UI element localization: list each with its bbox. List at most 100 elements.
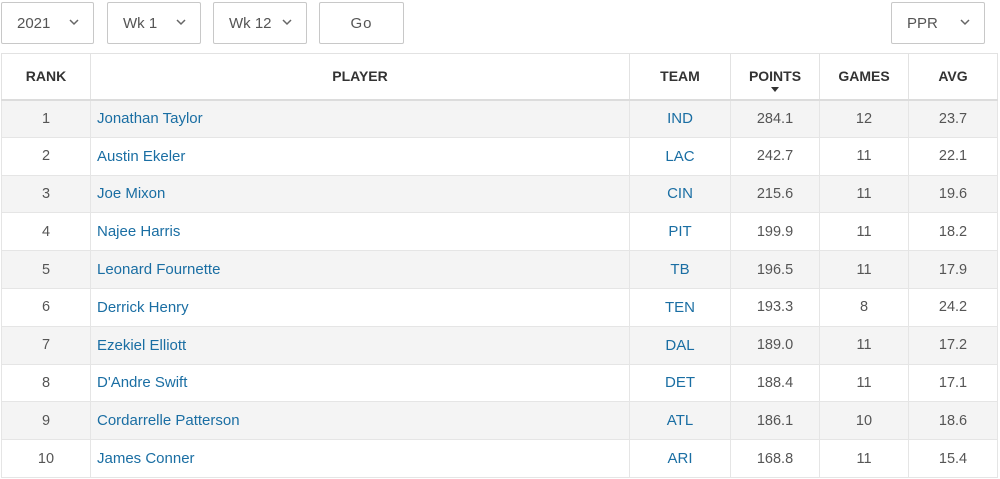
rank-cell: 10 bbox=[1, 439, 91, 478]
team-cell: ATL bbox=[629, 401, 731, 441]
rank-cell: 8 bbox=[1, 363, 91, 403]
team-link[interactable]: DET bbox=[665, 374, 695, 392]
rank-cell: 4 bbox=[1, 212, 91, 252]
team-cell: DAL bbox=[629, 325, 731, 365]
games-cell: 11 bbox=[819, 174, 909, 214]
table-row: 9 Cordarrelle Patterson ATL 186.1 10 18.6 bbox=[1, 401, 998, 441]
start-week-select-value: Wk 1 bbox=[123, 14, 158, 32]
team-cell: DET bbox=[629, 363, 731, 403]
sort-desc-icon bbox=[771, 86, 779, 92]
games-cell: 8 bbox=[819, 287, 909, 327]
team-cell: IND bbox=[629, 99, 731, 138]
games-cell: 11 bbox=[819, 439, 909, 478]
table-row: 10 James Conner ARI 168.8 11 15.4 bbox=[1, 439, 998, 478]
player-cell: James Conner bbox=[90, 439, 630, 478]
player-cell: Cordarrelle Patterson bbox=[90, 401, 630, 441]
avg-cell: 17.2 bbox=[908, 325, 998, 365]
player-link[interactable]: Leonard Fournette bbox=[97, 261, 221, 279]
scoring-select[interactable]: PPR bbox=[891, 2, 985, 44]
rank-cell: 3 bbox=[1, 174, 91, 214]
player-cell: D'Andre Swift bbox=[90, 363, 630, 403]
filter-bar: 2021 Wk 1 Wk 12 Go PPR bbox=[0, 0, 1000, 46]
points-cell: 168.8 bbox=[730, 439, 820, 478]
player-link[interactable]: Cordarrelle Patterson bbox=[97, 412, 240, 430]
column-header-points-label: POINTS bbox=[748, 68, 802, 85]
start-week-select[interactable]: Wk 1 bbox=[107, 2, 201, 44]
team-link[interactable]: IND bbox=[667, 110, 693, 128]
player-cell: Derrick Henry bbox=[90, 287, 630, 327]
avg-cell: 24.2 bbox=[908, 287, 998, 327]
team-cell: ARI bbox=[629, 439, 731, 478]
player-link[interactable]: Jonathan Taylor bbox=[97, 110, 203, 128]
chevron-down-icon bbox=[960, 19, 970, 26]
table-row: 5 Leonard Fournette TB 196.5 11 17.9 bbox=[1, 250, 998, 289]
points-cell: 196.5 bbox=[730, 250, 820, 289]
season-select-value: 2021 bbox=[17, 14, 51, 32]
column-header-games[interactable]: GAMES bbox=[819, 53, 909, 101]
team-link[interactable]: CIN bbox=[667, 185, 693, 203]
rank-cell: 9 bbox=[1, 401, 91, 441]
column-header-rank[interactable]: RANK bbox=[1, 53, 91, 101]
avg-cell: 22.1 bbox=[908, 136, 998, 176]
rank-cell: 7 bbox=[1, 325, 91, 365]
player-link[interactable]: James Conner bbox=[97, 450, 195, 468]
player-cell: Joe Mixon bbox=[90, 174, 630, 214]
points-cell: 284.1 bbox=[730, 99, 820, 138]
points-cell: 188.4 bbox=[730, 363, 820, 403]
team-cell: TB bbox=[629, 250, 731, 289]
column-header-player[interactable]: PLAYER bbox=[90, 53, 630, 101]
points-cell: 189.0 bbox=[730, 325, 820, 365]
team-cell: PIT bbox=[629, 212, 731, 252]
rank-cell: 2 bbox=[1, 136, 91, 176]
points-cell: 186.1 bbox=[730, 401, 820, 441]
games-cell: 10 bbox=[819, 401, 909, 441]
rankings-table: RANK PLAYER TEAM POINTS GAMES AVG 1 Jonat… bbox=[1, 53, 998, 478]
avg-cell: 15.4 bbox=[908, 439, 998, 478]
table-row: 8 D'Andre Swift DET 188.4 11 17.1 bbox=[1, 363, 998, 403]
games-cell: 11 bbox=[819, 325, 909, 365]
table-row: 7 Ezekiel Elliott DAL 189.0 11 17.2 bbox=[1, 325, 998, 365]
column-header-team[interactable]: TEAM bbox=[629, 53, 731, 101]
team-link[interactable]: DAL bbox=[665, 336, 695, 354]
player-cell: Jonathan Taylor bbox=[90, 99, 630, 138]
table-row: 3 Joe Mixon CIN 215.6 11 19.6 bbox=[1, 174, 998, 214]
end-week-select[interactable]: Wk 12 bbox=[213, 2, 307, 44]
table-row: 6 Derrick Henry TEN 193.3 8 24.2 bbox=[1, 287, 998, 327]
chevron-down-icon bbox=[69, 19, 79, 26]
table-header-row: RANK PLAYER TEAM POINTS GAMES AVG bbox=[1, 53, 998, 101]
team-link[interactable]: ARI bbox=[667, 450, 693, 468]
avg-cell: 17.9 bbox=[908, 250, 998, 289]
table-row: 4 Najee Harris PIT 199.9 11 18.2 bbox=[1, 212, 998, 252]
avg-cell: 18.2 bbox=[908, 212, 998, 252]
team-link[interactable]: TEN bbox=[665, 298, 695, 316]
games-cell: 11 bbox=[819, 250, 909, 289]
end-week-select-value: Wk 12 bbox=[229, 14, 272, 32]
column-header-avg[interactable]: AVG bbox=[908, 53, 998, 101]
team-link[interactable]: LAC bbox=[665, 147, 695, 165]
team-link[interactable]: TB bbox=[670, 261, 690, 279]
player-link[interactable]: Austin Ekeler bbox=[97, 147, 186, 165]
player-link[interactable]: Najee Harris bbox=[97, 223, 181, 241]
player-cell: Najee Harris bbox=[90, 212, 630, 252]
player-link[interactable]: Derrick Henry bbox=[97, 298, 189, 316]
avg-cell: 18.6 bbox=[908, 401, 998, 441]
avg-cell: 19.6 bbox=[908, 174, 998, 214]
player-link[interactable]: Ezekiel Elliott bbox=[97, 336, 187, 354]
games-cell: 11 bbox=[819, 212, 909, 252]
player-link[interactable]: D'Andre Swift bbox=[97, 374, 188, 392]
chevron-down-icon bbox=[282, 19, 292, 26]
points-cell: 199.9 bbox=[730, 212, 820, 252]
table-row: 2 Austin Ekeler LAC 242.7 11 22.1 bbox=[1, 136, 998, 176]
go-button[interactable]: Go bbox=[319, 2, 404, 44]
team-link[interactable]: PIT bbox=[668, 223, 692, 241]
avg-cell: 17.1 bbox=[908, 363, 998, 403]
team-link[interactable]: ATL bbox=[666, 412, 694, 430]
player-link[interactable]: Joe Mixon bbox=[97, 185, 166, 203]
games-cell: 11 bbox=[819, 363, 909, 403]
points-cell: 242.7 bbox=[730, 136, 820, 176]
season-select[interactable]: 2021 bbox=[1, 2, 94, 44]
scoring-select-value: PPR bbox=[907, 14, 938, 32]
team-cell: TEN bbox=[629, 287, 731, 327]
column-header-points[interactable]: POINTS bbox=[730, 53, 820, 101]
games-cell: 12 bbox=[819, 99, 909, 138]
